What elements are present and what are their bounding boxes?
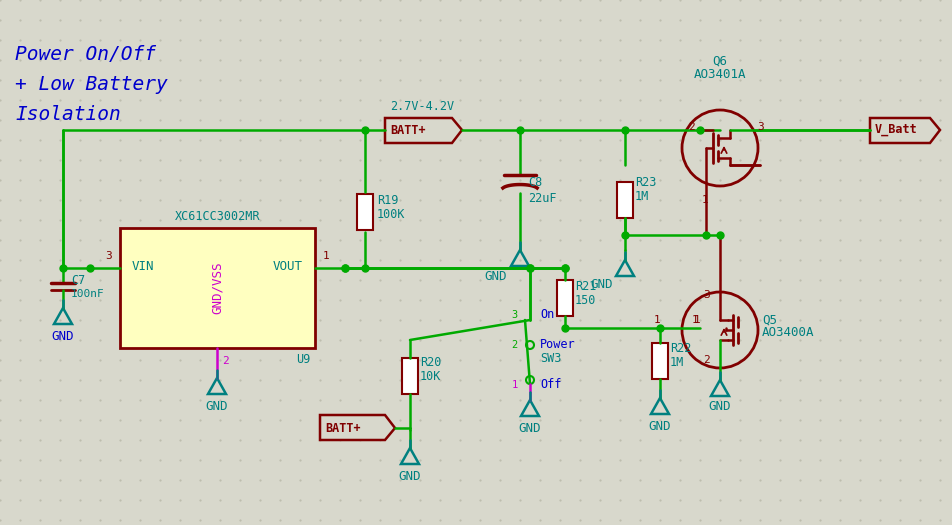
- Text: 100nF: 100nF: [71, 289, 105, 299]
- Text: Isolation: Isolation: [15, 105, 121, 124]
- Text: GND: GND: [519, 422, 542, 435]
- Text: GND: GND: [485, 270, 507, 283]
- Text: AO3401A: AO3401A: [694, 68, 746, 81]
- Text: 150: 150: [575, 293, 596, 307]
- Text: U9: U9: [296, 353, 310, 366]
- Text: VOUT: VOUT: [273, 259, 303, 272]
- Text: GND/VSS: GND/VSS: [211, 262, 224, 314]
- Text: Power On/Off: Power On/Off: [15, 45, 156, 64]
- Text: 2.7V-4.2V: 2.7V-4.2V: [390, 100, 454, 113]
- Text: 100K: 100K: [377, 208, 406, 222]
- Text: GND: GND: [51, 330, 74, 343]
- Text: 2: 2: [688, 122, 695, 132]
- Text: 3: 3: [757, 122, 764, 132]
- Text: GND: GND: [708, 400, 731, 413]
- Text: GND: GND: [206, 400, 228, 413]
- Text: 1M: 1M: [635, 191, 649, 204]
- Text: 1M: 1M: [670, 356, 684, 370]
- Text: Off: Off: [540, 379, 562, 392]
- Bar: [652, 343, 668, 379]
- Bar: [402, 358, 418, 394]
- Text: 2: 2: [704, 355, 710, 365]
- Text: R23: R23: [635, 176, 656, 190]
- Text: Q6: Q6: [712, 55, 727, 68]
- Text: C8: C8: [528, 176, 543, 190]
- Text: R21: R21: [575, 279, 596, 292]
- Text: + Low Battery: + Low Battery: [15, 75, 168, 94]
- Text: GND: GND: [648, 420, 671, 433]
- Text: 1: 1: [693, 315, 700, 325]
- Bar: [120, 228, 315, 348]
- Text: 1: 1: [512, 380, 518, 390]
- Text: 3: 3: [106, 251, 112, 261]
- Text: 1: 1: [702, 195, 708, 205]
- Text: C7: C7: [71, 274, 86, 287]
- Polygon shape: [870, 118, 940, 143]
- Text: BATT+: BATT+: [325, 422, 361, 435]
- Text: BATT+: BATT+: [390, 123, 426, 136]
- Text: 1: 1: [653, 315, 660, 325]
- Text: 1: 1: [323, 251, 329, 261]
- Text: R22: R22: [670, 341, 691, 354]
- Text: GND: GND: [591, 278, 613, 291]
- Text: 2: 2: [512, 340, 518, 350]
- Text: On: On: [540, 309, 554, 321]
- Text: 3: 3: [704, 290, 710, 300]
- Text: 10K: 10K: [420, 371, 442, 383]
- Text: AO3400A: AO3400A: [762, 327, 815, 340]
- Bar: [557, 280, 573, 316]
- Text: V_Batt: V_Batt: [875, 123, 918, 136]
- Text: Q5: Q5: [762, 313, 777, 327]
- Text: 22uF: 22uF: [528, 192, 557, 205]
- Bar: [617, 182, 633, 218]
- Text: 2: 2: [222, 356, 228, 366]
- Text: GND: GND: [399, 470, 421, 483]
- Text: Power: Power: [540, 339, 576, 352]
- Text: VIN: VIN: [132, 259, 154, 272]
- Text: R19: R19: [377, 194, 398, 206]
- Text: R20: R20: [420, 355, 442, 369]
- Polygon shape: [320, 415, 395, 440]
- Bar: [357, 194, 373, 230]
- Text: SW3: SW3: [540, 352, 562, 365]
- Text: 1: 1: [691, 315, 698, 325]
- Text: 3: 3: [512, 310, 518, 320]
- Polygon shape: [385, 118, 462, 143]
- Text: XC61CC3002MR: XC61CC3002MR: [175, 210, 260, 223]
